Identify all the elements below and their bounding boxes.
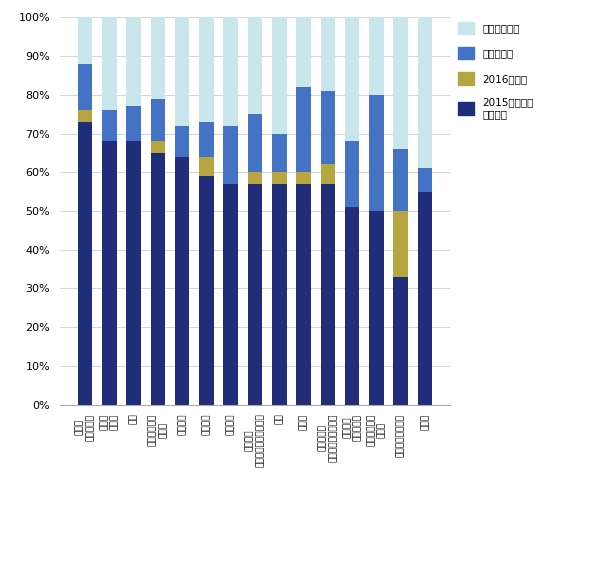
Bar bbox=[151, 153, 165, 405]
Bar bbox=[369, 211, 384, 405]
Bar bbox=[394, 277, 408, 405]
Bar bbox=[345, 207, 359, 405]
Bar bbox=[296, 17, 311, 87]
Bar bbox=[199, 157, 214, 176]
Bar bbox=[345, 17, 359, 141]
Bar bbox=[199, 122, 214, 157]
Bar bbox=[223, 17, 238, 126]
Bar bbox=[248, 184, 262, 405]
Bar bbox=[223, 126, 238, 184]
Bar bbox=[102, 17, 116, 110]
Bar bbox=[199, 176, 214, 405]
Bar bbox=[320, 184, 335, 405]
Bar bbox=[151, 99, 165, 141]
Bar bbox=[248, 172, 262, 184]
Bar bbox=[394, 149, 408, 211]
Bar bbox=[78, 122, 92, 405]
Bar bbox=[126, 106, 141, 141]
Bar bbox=[78, 110, 92, 122]
Bar bbox=[78, 17, 92, 64]
Bar bbox=[320, 17, 335, 91]
Bar bbox=[78, 64, 92, 110]
Bar bbox=[296, 87, 311, 172]
Bar bbox=[320, 91, 335, 165]
Bar bbox=[102, 141, 116, 405]
Bar bbox=[418, 191, 432, 405]
Bar bbox=[272, 134, 287, 172]
Bar bbox=[272, 184, 287, 405]
Legend: 導入予定無し, 時期は未定, 2016年以降, 2015年までに
初期導入: 導入予定無し, 時期は未定, 2016年以降, 2015年までに 初期導入 bbox=[454, 17, 538, 123]
Bar bbox=[345, 141, 359, 207]
Bar bbox=[175, 157, 190, 405]
Bar bbox=[296, 172, 311, 184]
Bar bbox=[272, 172, 287, 184]
Bar bbox=[418, 168, 432, 191]
Bar bbox=[223, 184, 238, 405]
Bar bbox=[296, 184, 311, 405]
Bar bbox=[126, 141, 141, 405]
Bar bbox=[272, 17, 287, 134]
Bar bbox=[369, 17, 384, 95]
Bar bbox=[175, 17, 190, 126]
Bar bbox=[418, 17, 432, 168]
Bar bbox=[394, 211, 408, 277]
Bar bbox=[199, 17, 214, 122]
Bar bbox=[320, 165, 335, 184]
Bar bbox=[151, 17, 165, 99]
Bar bbox=[248, 17, 262, 114]
Bar bbox=[126, 17, 141, 106]
Bar bbox=[151, 141, 165, 153]
Bar bbox=[394, 17, 408, 149]
Bar bbox=[102, 110, 116, 141]
Bar bbox=[369, 95, 384, 211]
Bar bbox=[248, 114, 262, 172]
Bar bbox=[175, 126, 190, 157]
